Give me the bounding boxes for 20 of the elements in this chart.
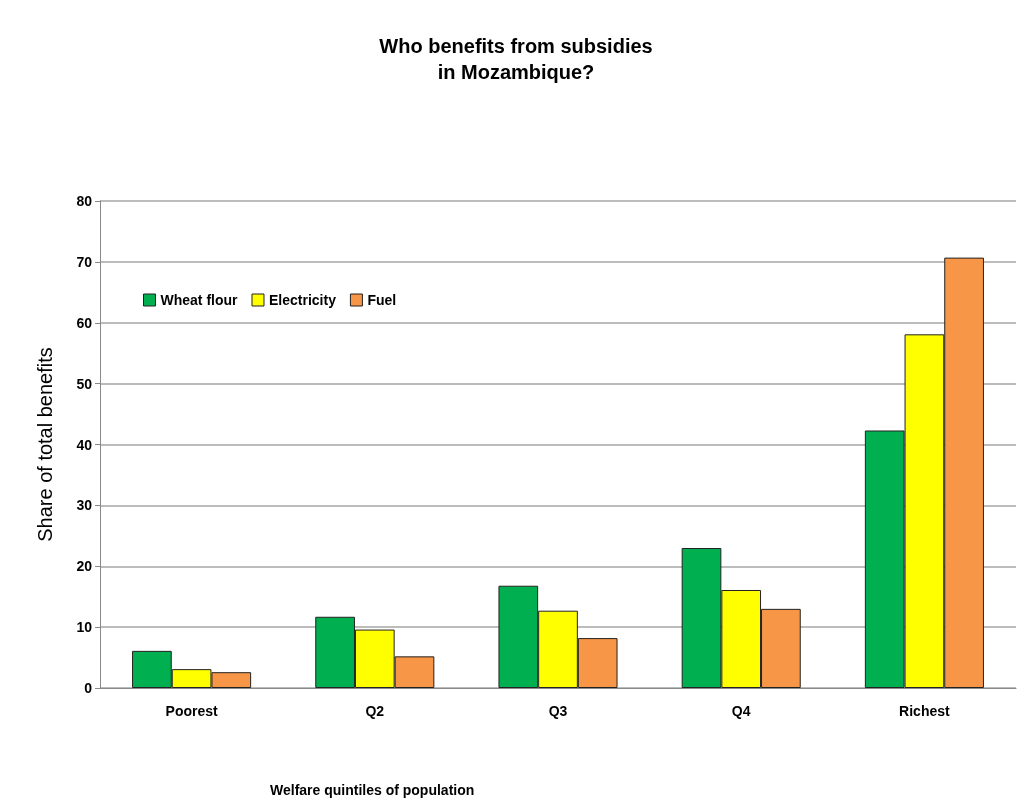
legend-label: Electricity [268,292,337,308]
y-tick-label: 70 [76,253,93,270]
y-tick-label: 40 [76,436,93,453]
chart-title: Who benefits from subsidies in Mozambique? [379,35,653,83]
y-axis-title: Share of total benefits [34,347,56,542]
legend-label: Wheat flour [160,292,239,308]
y-tick-label: 0 [84,680,93,696]
x-tick-label: Q3 [548,703,568,719]
x-axis-title: Welfare quintiles of population [270,782,475,798]
y-tick-label: 50 [76,375,93,392]
y-tick-label: 60 [76,314,93,331]
x-tick-label: Richest [899,703,951,719]
x-tick-label: Q2 [365,703,385,719]
y-tick-label: 10 [76,619,93,636]
y-tick-label: 80 [76,193,93,209]
x-tick-label: Poorest [165,703,218,719]
x-tick-label: Q4 [731,703,751,719]
y-tick-label: 30 [76,497,93,514]
y-tick-label: 20 [76,558,93,575]
legend-label: Fuel [367,292,397,308]
